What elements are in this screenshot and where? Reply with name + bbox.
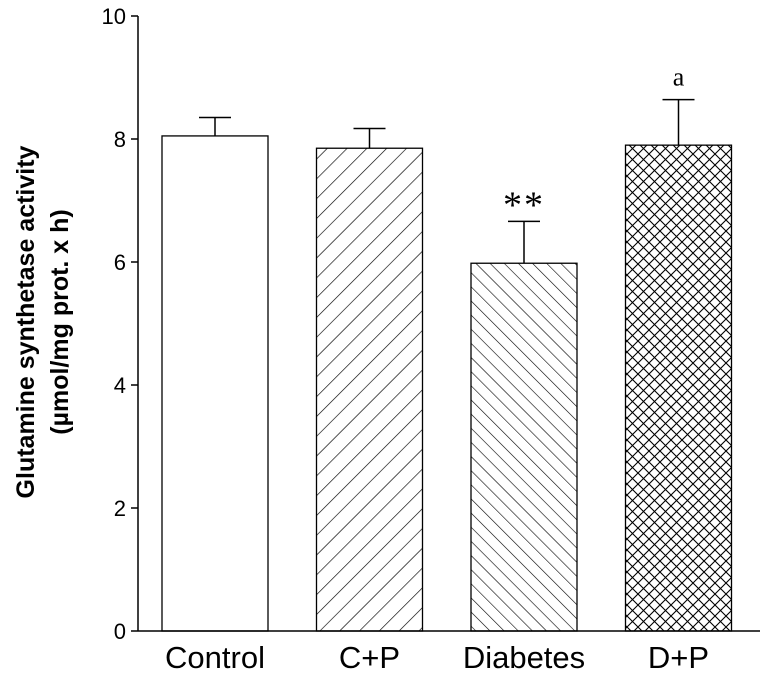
y-tick-label: 4: [114, 373, 126, 398]
y-axis-label-line2: (µmol/mg prot. x h): [46, 209, 74, 435]
y-tick-label: 6: [114, 250, 126, 275]
y-ticks: 0 2 4 6 8 10: [102, 4, 138, 644]
error-bars-layer: [199, 98, 695, 264]
bar-c-p: [315, 147, 424, 632]
annotations-layer: ** a: [503, 63, 685, 227]
category-label: D+P: [648, 640, 709, 675]
y-tick-label: 2: [114, 496, 126, 521]
category-label: Control: [165, 640, 265, 675]
significance-annotation: **: [503, 184, 545, 226]
significance-annotation: a: [673, 63, 685, 92]
category-label: Diabetes: [463, 640, 585, 675]
y-tick-label: 0: [114, 619, 126, 644]
bar-diabetes: [470, 262, 578, 632]
category-label: C+P: [339, 640, 400, 675]
y-tick-label: 10: [102, 4, 126, 29]
y-tick-label: 8: [114, 127, 126, 152]
bar-d-p: [624, 144, 733, 632]
bar-control: [161, 135, 269, 632]
bars-layer: [161, 135, 733, 632]
y-axis-label-line1: Glutamine synthetase activity: [12, 145, 40, 498]
category-labels: Control C+P Diabetes D+P: [165, 640, 709, 675]
